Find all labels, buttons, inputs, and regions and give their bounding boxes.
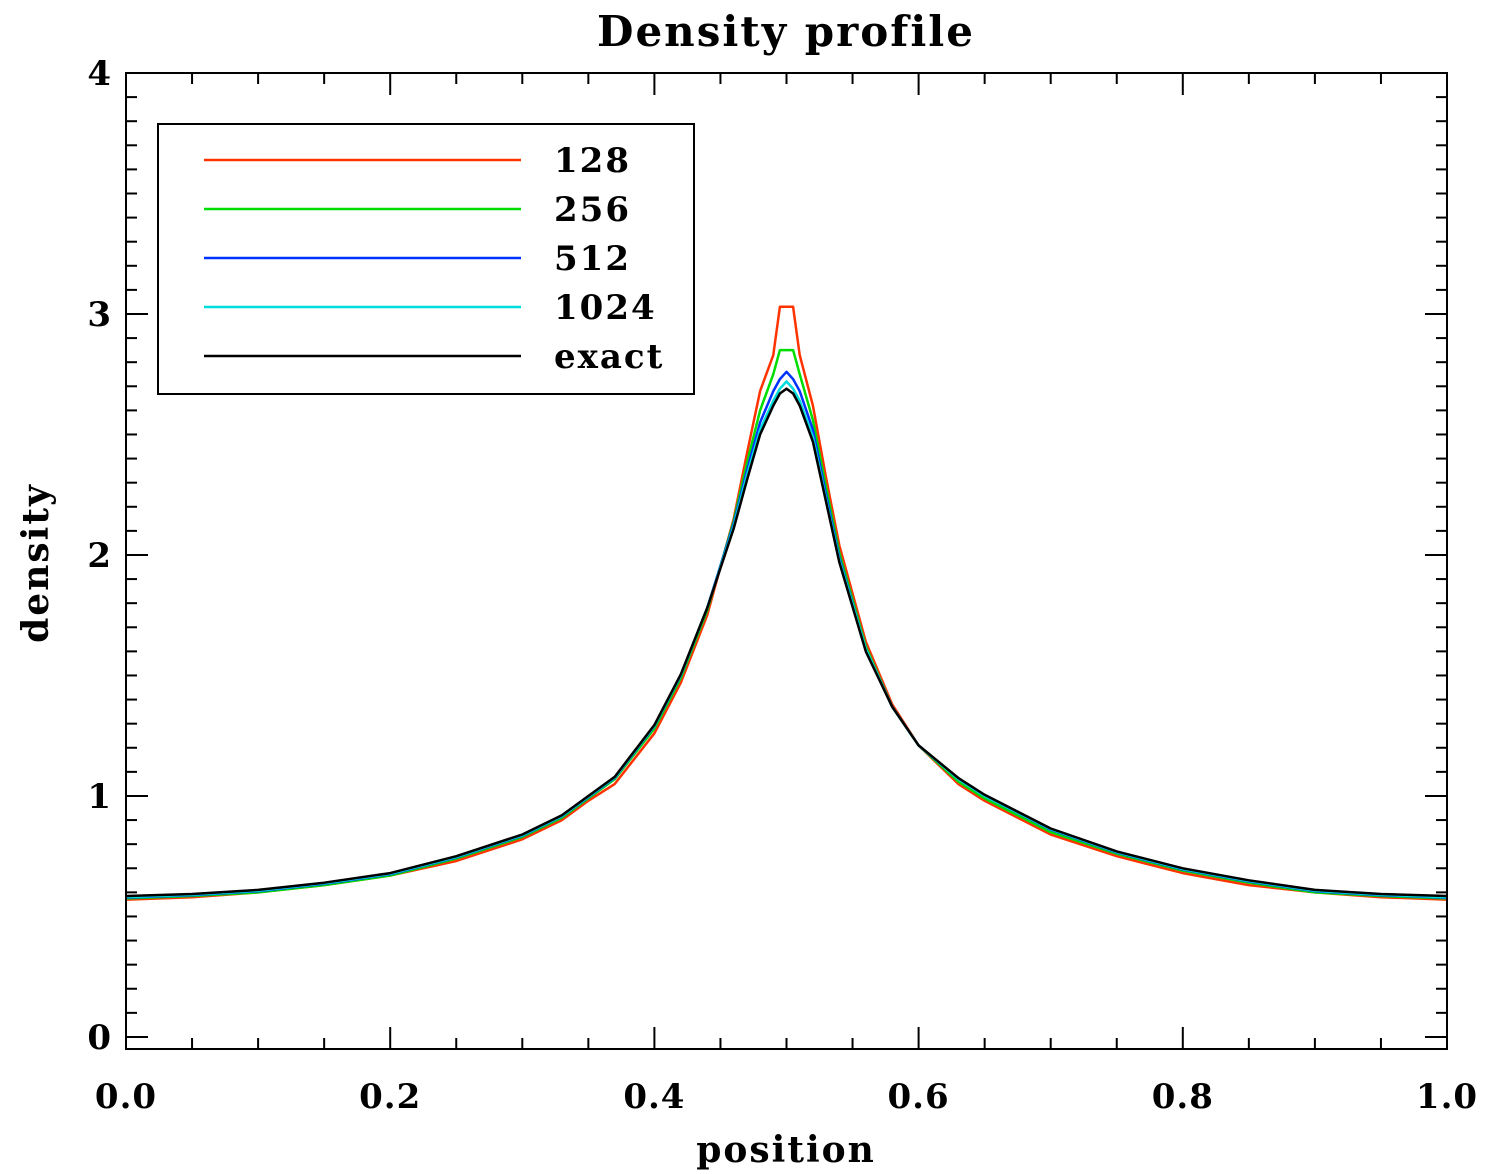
chart-title: Density profile (597, 7, 975, 56)
y-axis-label: density (15, 483, 57, 643)
y-tick-label: 4 (87, 54, 112, 94)
series-line-512 (125, 370, 1448, 899)
series-line-exact (125, 387, 1448, 898)
y-tick-label: 3 (87, 295, 112, 335)
series-lines (125, 305, 1448, 901)
legend-label-256: 256 (554, 190, 631, 230)
y-tick-label: 1 (87, 777, 112, 817)
legend-label-128: 128 (554, 141, 631, 181)
y-tick-label: 0 (87, 1018, 112, 1058)
x-tick-label: 0.2 (359, 1077, 421, 1117)
x-tick-label: 1.0 (1416, 1077, 1478, 1117)
legend: 128 256 512 1024 exact (157, 123, 695, 395)
plot-frame (125, 72, 1448, 1050)
tick-labels: 0.0 0.2 0.4 0.6 0.8 1.0 0 1 2 3 4 (87, 54, 1478, 1117)
x-tick-label: 0.6 (888, 1077, 950, 1117)
series-line-128 (125, 305, 1448, 901)
series-line-1024 (125, 380, 1448, 899)
series-line-256 (125, 348, 1448, 900)
x-tick-label: 0.4 (623, 1077, 685, 1117)
x-tick-label: 0.0 (95, 1077, 157, 1117)
legend-label-1024: 1024 (554, 288, 657, 328)
y-tick-label: 2 (87, 536, 112, 576)
legend-label-512: 512 (554, 239, 631, 279)
x-tick-label: 0.8 (1152, 1077, 1214, 1117)
x-axis-label: position (696, 1129, 876, 1171)
legend-label-exact: exact (554, 337, 664, 377)
